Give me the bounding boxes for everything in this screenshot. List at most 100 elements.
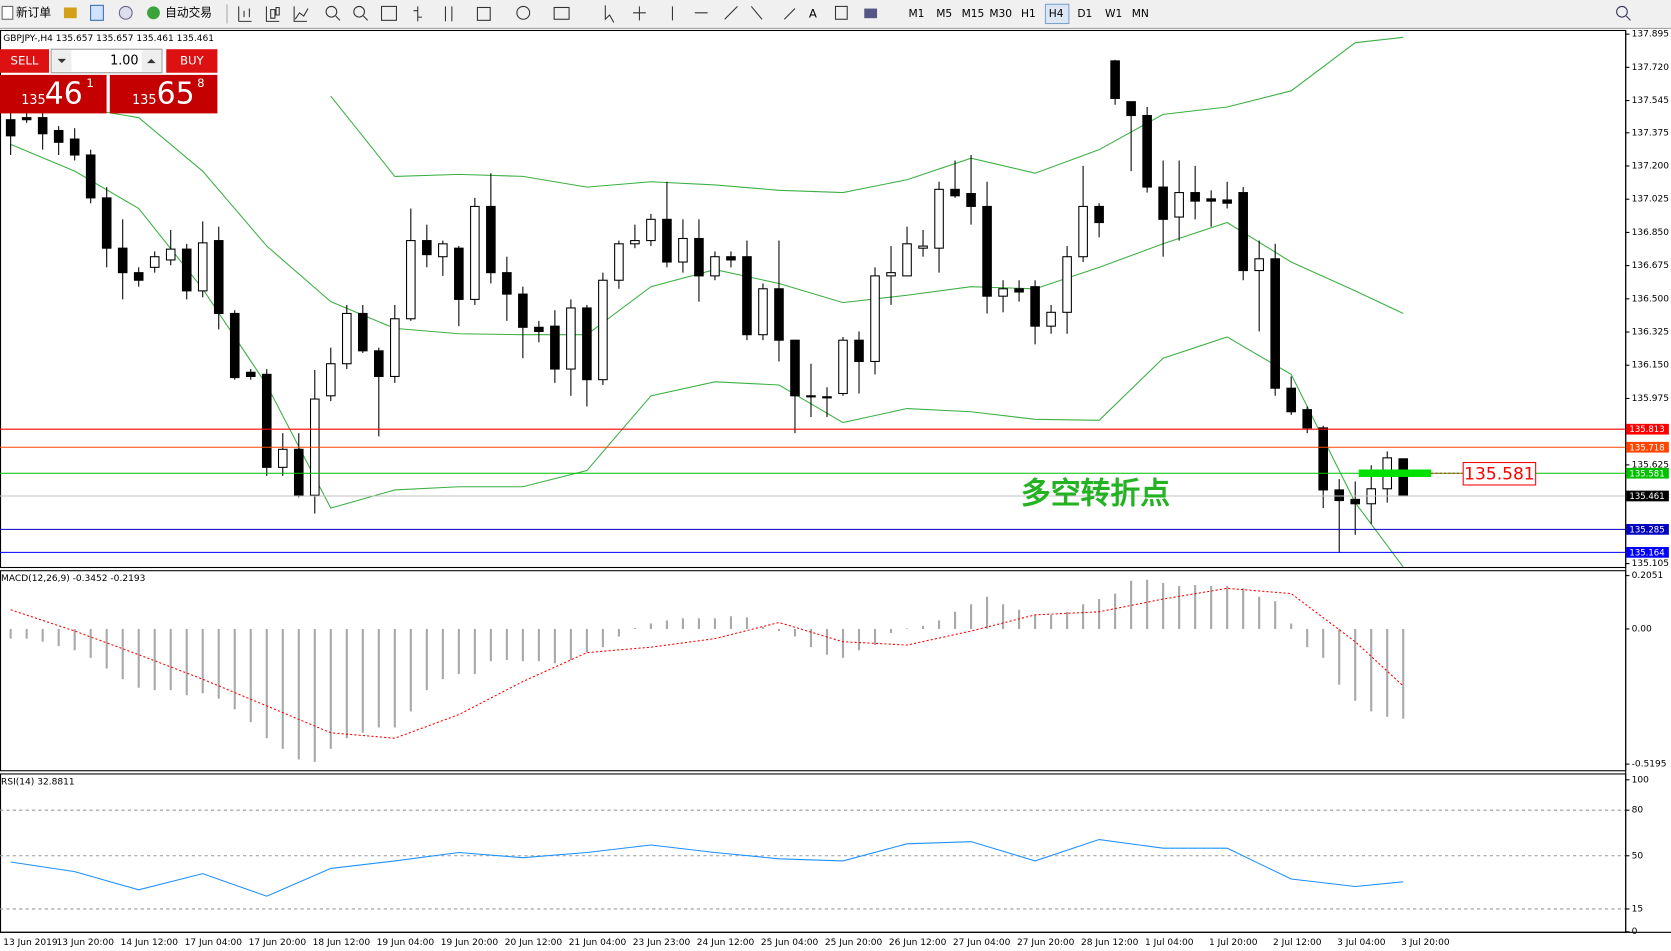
candle-body <box>1318 427 1328 491</box>
candle-body <box>534 326 544 333</box>
x-tick-label: 20 Jun 12:00 <box>505 938 563 948</box>
buy-label[interactable]: BUY <box>180 53 205 67</box>
icon[interactable] <box>90 4 104 21</box>
candle-body <box>486 205 496 274</box>
candle-body <box>1030 286 1040 327</box>
timeframe[interactable]: M5 <box>936 7 952 20</box>
timeframe[interactable]: M30 <box>989 7 1012 20</box>
candle-body <box>646 218 656 242</box>
x-tick-label: 1 Jul 20:00 <box>1209 938 1258 948</box>
auto-trading[interactable]: 自动交易 <box>165 5 212 19</box>
icon[interactable] <box>834 5 848 20</box>
price-level-label: 135.164 <box>1629 548 1664 558</box>
plot <box>5 36 1409 567</box>
candle-body <box>934 188 944 249</box>
timeframe[interactable]: M1 <box>909 7 925 20</box>
x-tick-label: 21 Jun 04:00 <box>569 938 627 948</box>
candle-body <box>1094 205 1104 224</box>
annotation: 多空转折点 <box>1021 476 1170 511</box>
new-order[interactable]: 新订单 <box>16 5 51 19</box>
y-tick-label: 100 <box>1632 775 1649 785</box>
search[interactable] <box>1625 15 1631 21</box>
price-level-label: 135.813 <box>1629 425 1664 435</box>
search[interactable] <box>1616 5 1628 18</box>
y-tick-label: 136.150 <box>1632 361 1670 371</box>
y-tick-label: 137.200 <box>1632 161 1670 171</box>
candle-body <box>1222 199 1232 204</box>
candle-body <box>390 318 400 377</box>
candle-body <box>822 396 832 399</box>
x-tick-label: 27 Jun 04:00 <box>953 938 1011 948</box>
sell-label[interactable]: SELL <box>11 53 39 67</box>
candle-body <box>53 129 64 143</box>
candle-body <box>422 240 432 256</box>
candle-body <box>662 218 672 263</box>
price-level-tag <box>1626 524 1669 535</box>
marker-label: 135.581 <box>1464 464 1534 484</box>
icon[interactable] <box>147 6 160 20</box>
candle-body <box>37 117 48 135</box>
icon[interactable] <box>864 8 878 19</box>
chart-title: GBPJPY-,H4 135.657 135.657 135.461 135.4… <box>3 34 214 44</box>
x-tick-label: 18 Jun 12:00 <box>313 938 371 948</box>
candle-body <box>1110 60 1120 99</box>
candle-body <box>358 312 368 352</box>
y-tick-label: 135.975 <box>1632 394 1669 404</box>
candle-body <box>406 240 416 320</box>
timeframe[interactable]: W1 <box>1105 7 1122 20</box>
timeframe[interactable]: MN <box>1132 7 1149 20</box>
buy-price-box[interactable] <box>109 74 218 114</box>
candle-body <box>21 117 32 121</box>
candle-body <box>1398 458 1409 497</box>
price-level-label: 135.718 <box>1629 443 1664 453</box>
candle-body <box>1158 186 1168 220</box>
chart-area: GBPJPY-,H4 135.657 135.657 135.461 135.4… <box>0 30 1671 948</box>
panel-border <box>0 29 1627 569</box>
timeframe[interactable]: H4 <box>1049 7 1064 20</box>
lots-box[interactable] <box>50 48 163 74</box>
x-tick-label: 24 Jun 12:00 <box>697 938 755 948</box>
buy-button[interactable] <box>166 49 218 73</box>
candle-body <box>854 339 864 362</box>
text-tool[interactable]: A <box>809 6 817 20</box>
x-tick-label: 3 Jul 04:00 <box>1337 938 1386 948</box>
sell-price-box[interactable] <box>0 74 107 114</box>
candle-body <box>165 248 176 261</box>
candle-body <box>1014 288 1024 293</box>
panel-border <box>0 570 1627 772</box>
icon[interactable] <box>1 5 14 20</box>
y-tick-label: 137.895 <box>1632 30 1669 40</box>
timeframe[interactable]: D1 <box>1077 7 1092 20</box>
x-tick-label: 2 Jul 12:00 <box>1273 938 1322 948</box>
indicator-title: RSI(14) 32.8811 <box>1 777 75 787</box>
x-tick-label: 13 Jun 20:00 <box>57 938 115 948</box>
tool-icons[interactable] <box>238 5 796 23</box>
sell-button[interactable] <box>0 49 50 73</box>
timeframe[interactable]: M15 <box>962 7 985 20</box>
marker-box <box>1462 461 1537 486</box>
candle-body <box>550 325 560 370</box>
candle-body <box>870 275 880 362</box>
y-tick-label: 136.500 <box>1632 294 1670 304</box>
candle-body <box>1046 311 1056 327</box>
price-level-tag <box>1626 467 1669 479</box>
price-level-tag <box>1626 547 1669 558</box>
y-tick-label: 136.850 <box>1632 228 1670 238</box>
x-tick-label: 19 Jun 04:00 <box>377 938 435 948</box>
indicator-title: MACD(12,26,9) -0.3452 -0.2193 <box>1 574 146 584</box>
y-tick-label: 137.545 <box>1632 96 1669 106</box>
buy-price-big: 135 <box>132 93 156 108</box>
sell-price-big: 135 <box>21 93 45 108</box>
candle-body <box>1174 192 1184 218</box>
candle-body <box>1286 387 1296 413</box>
y-tick-label: 137.025 <box>1632 195 1669 205</box>
lots[interactable]: 1.00 <box>110 53 138 68</box>
timeframe[interactable]: H1 <box>1021 7 1036 20</box>
candle-body <box>726 256 736 261</box>
icon[interactable] <box>118 5 133 20</box>
price-level-tag <box>1626 423 1669 435</box>
icon[interactable] <box>63 7 77 19</box>
candle-body <box>277 448 288 468</box>
candle-body <box>678 237 688 263</box>
candle-body <box>1142 114 1152 188</box>
